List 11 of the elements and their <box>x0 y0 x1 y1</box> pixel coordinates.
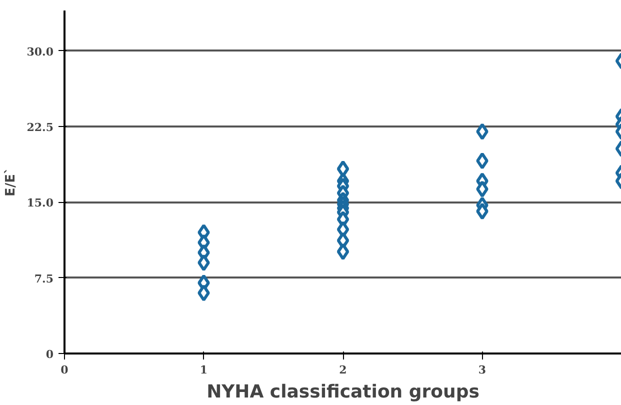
x-tick-label: 1 <box>200 364 208 376</box>
y-tick-label: 22.5 <box>26 121 54 134</box>
y-tick-label: 30.0 <box>26 45 54 58</box>
y-tick-label: 15.0 <box>26 196 54 210</box>
x-tick-label: 0 <box>60 364 69 376</box>
y-tick-label: 0 <box>46 348 54 361</box>
x-tick-label: 3 <box>478 364 486 376</box>
y-tick-label: 7.5 <box>34 272 54 286</box>
y-axis-title: E/E` <box>4 167 19 197</box>
x-tick-label: 2 <box>339 364 347 376</box>
x-axis-title: NYHA classification groups <box>206 382 480 402</box>
